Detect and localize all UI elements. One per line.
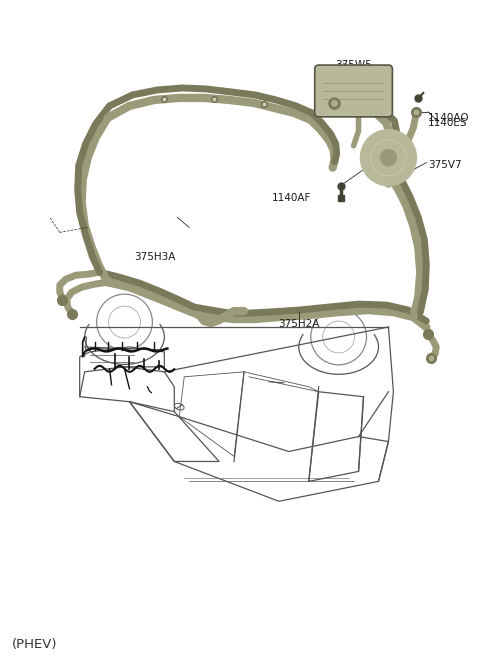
Text: 1140ES: 1140ES <box>428 118 468 128</box>
Text: 1140AF: 1140AF <box>271 193 311 202</box>
Circle shape <box>360 130 416 185</box>
Text: 375H3A: 375H3A <box>134 252 176 262</box>
Text: 1140AO: 1140AO <box>428 113 470 123</box>
Circle shape <box>381 150 396 166</box>
Text: 375H2A: 375H2A <box>278 319 320 329</box>
Text: 375V7: 375V7 <box>428 160 462 170</box>
Text: 375W5: 375W5 <box>335 60 372 70</box>
FancyBboxPatch shape <box>315 65 393 117</box>
Text: (PHEV): (PHEV) <box>12 638 58 650</box>
